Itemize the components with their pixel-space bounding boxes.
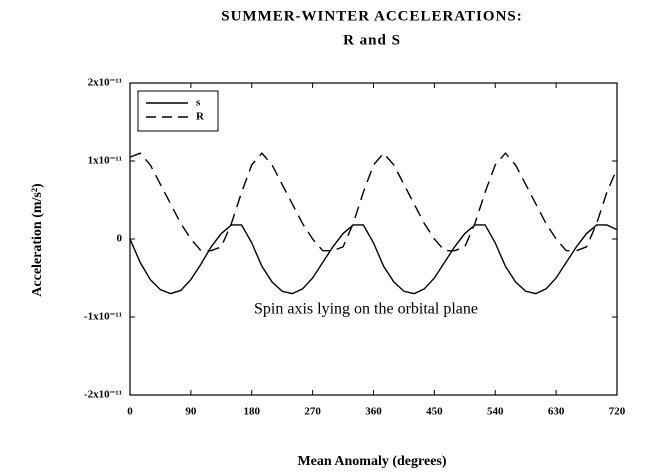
x-tick-label: 360	[365, 406, 382, 418]
y-tick-label: 0	[117, 233, 123, 245]
legend-label: s	[196, 97, 201, 109]
x-tick-label: 270	[304, 406, 321, 418]
annotation: Spin axis lying on the orbital plane	[254, 301, 478, 318]
y-tick-label: 1x10⁻¹¹	[88, 155, 122, 167]
x-axis-label: Mean Anomaly (degrees)	[297, 454, 446, 469]
x-tick-label: 630	[548, 406, 565, 418]
x-tick-label: 450	[426, 406, 443, 418]
x-tick-label: 90	[185, 406, 197, 418]
chart-title: SUMMER-WINTER ACCELERATIONS:	[221, 8, 523, 24]
legend-box	[137, 90, 219, 132]
series-line	[129, 224, 618, 295]
y-tick-label: -1x10⁻¹¹	[84, 311, 122, 323]
chart-subtitle: R and S	[343, 32, 401, 48]
x-tick-label: 720	[609, 406, 626, 418]
legend-label: R	[196, 111, 205, 123]
series-line	[129, 152, 618, 252]
y-axis-label: Acceleration (m/s²)	[30, 183, 45, 297]
x-tick-label: 180	[244, 406, 261, 418]
y-tick-label: -2x10⁻¹¹	[84, 389, 122, 401]
x-tick-label: 540	[487, 406, 504, 418]
x-tick-label: 0	[127, 406, 133, 418]
y-tick-label: 2x10⁻¹¹	[88, 77, 122, 89]
